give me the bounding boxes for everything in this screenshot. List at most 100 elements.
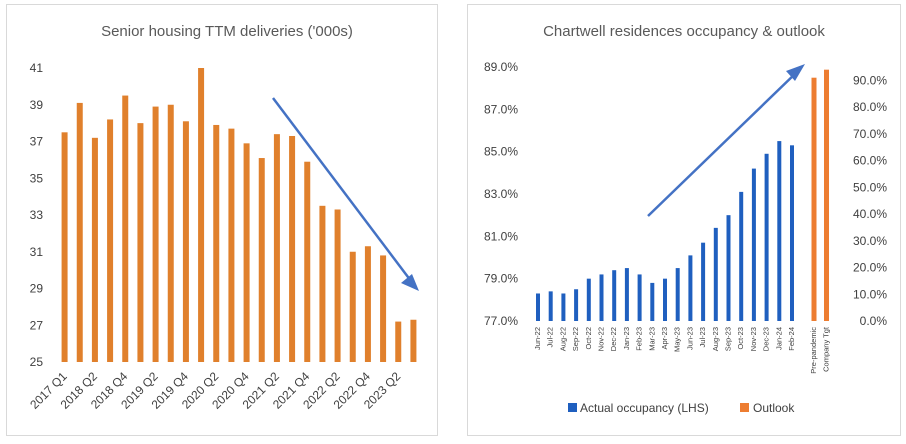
x-tick-label: Oct-22: [584, 327, 593, 350]
occupancy-bar: [790, 145, 794, 321]
occupancy-bar: [777, 141, 782, 321]
x-tick-label-outlook: Pre-pandemic: [809, 327, 818, 374]
deliveries-bar: [76, 102, 83, 362]
x-tick-label: Oct-23: [736, 327, 745, 350]
deliveries-bar: [334, 209, 341, 362]
downward-trend-arrowhead: [401, 274, 419, 291]
occupancy-bar: [586, 278, 591, 321]
occupancy-bar: [701, 242, 706, 321]
x-tick-label: Apr-23: [660, 327, 669, 350]
y-tick-label-left: 85.0%: [484, 145, 518, 159]
deliveries-bar: [213, 124, 220, 363]
outlook-bar: [811, 77, 817, 322]
occupancy-bar: [675, 268, 680, 321]
deliveries-bar: [167, 104, 174, 362]
x-tick-label: Aug-23: [711, 327, 720, 351]
x-tick-label: Dec-22: [609, 327, 618, 351]
deliveries-bar: [91, 137, 98, 362]
y-tick-label-left: 77.0%: [484, 314, 518, 328]
x-tick-label: Sep-23: [724, 327, 733, 351]
x-tick-label: May-23: [673, 327, 682, 352]
downward-trend-arrow: [272, 97, 415, 286]
legend-swatch-outlook: [740, 403, 749, 412]
x-tick-label: Sep-22: [571, 327, 580, 351]
occupancy-bar: [536, 293, 540, 321]
deliveries-bar: [228, 128, 235, 362]
occupancy-bar: [548, 291, 553, 321]
x-tick-label: Jun-22: [533, 327, 542, 350]
occupancy-bar: [561, 293, 566, 321]
legend-label-actual: Actual occupancy (LHS): [580, 401, 709, 415]
y-tick-label-right: 0.0%: [860, 314, 888, 328]
y-tick-label-right: 90.0%: [853, 73, 887, 87]
deliveries-bar: [243, 143, 250, 362]
y-tick-label: 35: [30, 171, 44, 185]
y-tick-label: 31: [30, 245, 44, 259]
legend-swatch-actual: [568, 403, 577, 412]
y-tick-label-right: 20.0%: [853, 261, 887, 275]
deliveries-bar: [273, 134, 280, 362]
occupancy-bar: [637, 274, 642, 321]
x-tick-label: Jan-23: [622, 327, 631, 350]
deliveries-bar: [258, 158, 265, 362]
y-tick-label-right: 80.0%: [853, 100, 887, 114]
x-tick-label: Jan-24: [774, 327, 783, 350]
deliveries-chart-title: Senior housing TTM deliveries ('000s): [101, 23, 353, 40]
occupancy-bar: [688, 255, 693, 321]
deliveries-bar: [198, 68, 205, 362]
deliveries-bar: [395, 321, 402, 362]
deliveries-bar: [410, 319, 417, 362]
x-tick-label: Feb-24: [787, 327, 796, 351]
outlook-bar: [824, 69, 829, 322]
deliveries-bar: [364, 246, 371, 362]
x-tick-label: Dec-23: [762, 327, 771, 351]
deliveries-bar: [380, 255, 387, 362]
upward-trend-arrow: [647, 70, 799, 217]
y-tick-label-right: 40.0%: [853, 207, 887, 221]
x-tick-label: Jun-23: [685, 327, 694, 350]
deliveries-chart: Senior housing TTM deliveries ('000s) 25…: [27, 23, 419, 412]
occupancy-bar: [650, 282, 655, 321]
occupancy-bar: [726, 215, 731, 321]
deliveries-bar: [182, 121, 189, 362]
x-tick-label: Aug-22: [558, 327, 567, 351]
occupancy-bar: [663, 278, 667, 321]
x-tick-label: Jul-23: [698, 327, 707, 347]
y-tick-label-left: 83.0%: [484, 187, 518, 201]
y-tick-label: 39: [30, 98, 44, 112]
deliveries-bar: [137, 123, 144, 362]
occupancy-bar: [713, 227, 718, 321]
y-tick-label-right: 70.0%: [853, 127, 887, 141]
y-tick-label: 25: [30, 355, 44, 369]
deliveries-bar: [289, 135, 296, 362]
deliveries-bar: [349, 251, 356, 362]
occupancy-chart-title: Chartwell residences occupancy & outlook: [543, 23, 825, 40]
upward-trend-arrowhead: [786, 64, 805, 81]
deliveries-chart-panel: Senior housing TTM deliveries ('000s) 25…: [6, 4, 438, 436]
y-tick-label-right: 60.0%: [853, 154, 887, 168]
occupancy-bar: [574, 289, 579, 321]
y-tick-label-right: 30.0%: [853, 234, 887, 248]
deliveries-bar: [107, 119, 114, 362]
y-tick-label: 27: [30, 318, 44, 332]
x-tick-label-outlook: Company Tgt: [822, 326, 831, 372]
occupancy-bar: [612, 270, 617, 321]
y-tick-label-right: 50.0%: [853, 180, 887, 194]
deliveries-bar: [152, 106, 159, 363]
y-tick-label-left: 89.0%: [484, 60, 518, 74]
y-tick-label-left: 79.0%: [484, 272, 518, 286]
y-tick-label: 41: [30, 61, 44, 75]
x-tick-label: Mar-23: [647, 327, 656, 351]
y-tick-label: 33: [30, 208, 44, 222]
deliveries-bar: [319, 205, 326, 362]
y-tick-label: 37: [30, 135, 44, 149]
x-tick-label: Nov-23: [749, 327, 758, 351]
x-tick-label: Nov-22: [597, 327, 606, 351]
occupancy-chart: Chartwell residences occupancy & outlook…: [484, 23, 888, 415]
occupancy-bar: [599, 274, 604, 321]
occupancy-chart-panel: Chartwell residences occupancy & outlook…: [467, 4, 901, 436]
deliveries-bar: [122, 95, 129, 362]
y-tick-label-left: 81.0%: [484, 229, 518, 243]
y-tick-label-right: 10.0%: [853, 287, 887, 301]
y-tick-label: 29: [30, 282, 44, 296]
